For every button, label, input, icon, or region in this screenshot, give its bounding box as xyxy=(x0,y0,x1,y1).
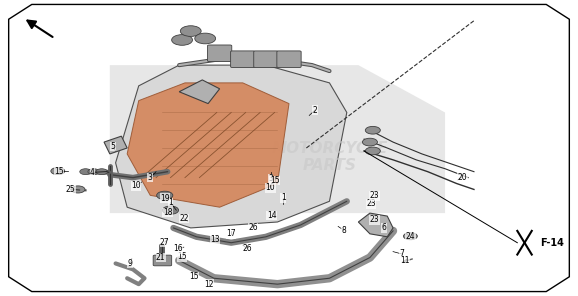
Text: 3: 3 xyxy=(268,174,273,183)
Text: 12: 12 xyxy=(205,280,214,289)
Circle shape xyxy=(180,26,201,36)
Text: 11: 11 xyxy=(400,256,409,265)
Text: 9: 9 xyxy=(128,259,132,268)
Circle shape xyxy=(96,169,108,175)
Polygon shape xyxy=(110,65,445,213)
Text: MOTORCYCLE
PARTS: MOTORCYCLE PARTS xyxy=(271,141,388,173)
FancyBboxPatch shape xyxy=(153,255,172,266)
Text: 19: 19 xyxy=(160,194,169,203)
Text: 25: 25 xyxy=(66,185,75,194)
Text: 15: 15 xyxy=(189,272,198,281)
Polygon shape xyxy=(179,80,220,104)
Circle shape xyxy=(365,126,380,134)
FancyBboxPatch shape xyxy=(277,51,301,67)
Text: 17: 17 xyxy=(227,229,236,238)
Text: 8: 8 xyxy=(342,226,346,235)
Text: 26: 26 xyxy=(243,244,252,253)
Text: 13: 13 xyxy=(210,235,220,244)
FancyBboxPatch shape xyxy=(208,45,232,62)
Polygon shape xyxy=(104,136,127,154)
Text: 10: 10 xyxy=(266,184,275,192)
Text: 3: 3 xyxy=(148,173,153,182)
Text: 7: 7 xyxy=(399,250,404,258)
Text: 1: 1 xyxy=(168,198,173,207)
Circle shape xyxy=(162,206,179,214)
Polygon shape xyxy=(127,83,289,207)
Circle shape xyxy=(80,169,91,175)
Text: 23: 23 xyxy=(366,199,376,208)
Circle shape xyxy=(403,233,417,240)
Text: 15: 15 xyxy=(177,252,187,261)
Text: 16: 16 xyxy=(173,244,183,253)
Text: 15: 15 xyxy=(54,167,64,176)
Text: 23: 23 xyxy=(370,192,379,200)
Circle shape xyxy=(51,168,65,175)
Text: 5: 5 xyxy=(110,142,115,151)
Text: 1: 1 xyxy=(281,193,286,202)
Text: 26: 26 xyxy=(249,223,258,232)
FancyBboxPatch shape xyxy=(231,51,255,67)
FancyBboxPatch shape xyxy=(254,51,278,67)
Text: F-14: F-14 xyxy=(540,238,564,248)
Text: 10: 10 xyxy=(131,181,140,190)
Text: 21: 21 xyxy=(156,253,165,262)
Polygon shape xyxy=(116,65,347,228)
Text: 23: 23 xyxy=(370,215,379,224)
Text: 2: 2 xyxy=(313,106,317,115)
Text: 24: 24 xyxy=(406,232,415,241)
Polygon shape xyxy=(358,213,393,237)
Circle shape xyxy=(195,33,216,44)
Text: 27: 27 xyxy=(160,238,169,247)
Circle shape xyxy=(71,186,85,193)
Text: 20: 20 xyxy=(458,173,467,181)
Circle shape xyxy=(157,191,173,200)
Text: 4: 4 xyxy=(90,168,95,177)
Text: 15: 15 xyxy=(270,176,279,185)
Circle shape xyxy=(365,147,380,155)
Text: 18: 18 xyxy=(163,208,172,217)
Circle shape xyxy=(88,169,99,175)
Circle shape xyxy=(362,138,377,146)
Circle shape xyxy=(172,35,192,45)
Text: 6: 6 xyxy=(381,223,386,232)
Text: 22: 22 xyxy=(179,214,188,223)
Text: 14: 14 xyxy=(267,211,276,220)
